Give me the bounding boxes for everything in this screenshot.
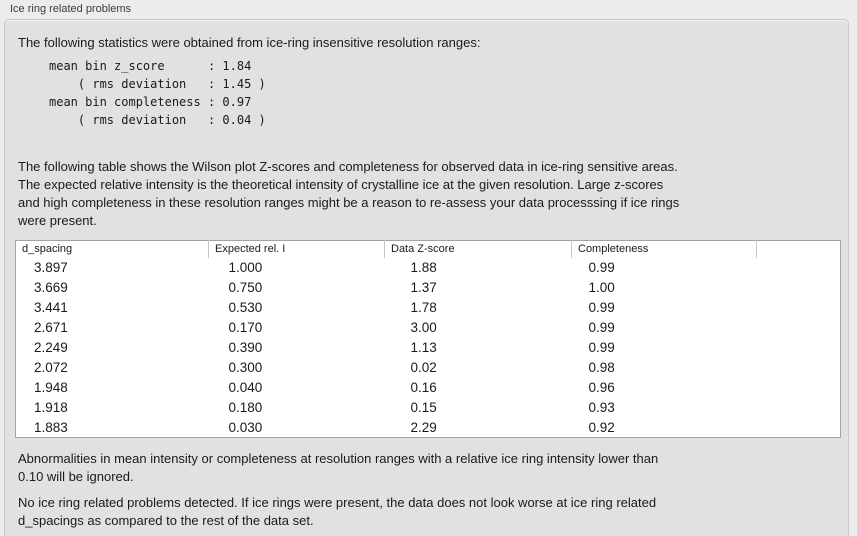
cell-expected-rel-i: 1.000 [228, 260, 263, 275]
stats-block: mean bin z_score : 1.84 ( rms deviation … [49, 59, 266, 127]
column-header-data-z-score[interactable]: Data Z-score [384, 240, 572, 258]
cell-expected-rel-i: 0.030 [228, 419, 263, 435]
cell-empty [757, 418, 841, 438]
cell-expected-rel-i: 0.390 [228, 340, 263, 355]
cell-data-z-score: 1.88 [410, 260, 437, 275]
ice-ring-group-box: The following statistics were obtained f… [4, 19, 849, 536]
cell-completeness: 0.96 [588, 380, 615, 395]
column-header-completeness[interactable]: Completeness [571, 240, 757, 258]
cell-expected-rel-i: 0.180 [228, 400, 263, 415]
cell-empty [757, 338, 841, 358]
cell-d-spacing: 1.918 [34, 400, 68, 415]
cell-data-z-score: 0.02 [410, 360, 437, 375]
cell-completeness: 0.99 [588, 320, 615, 335]
table-row[interactable]: 1.883 0.030 2.29 0.92 [16, 418, 841, 438]
column-header-d-spacing[interactable]: d_spacing [22, 243, 73, 256]
table-row[interactable]: 1.948 0.040 0.16 0.96 [16, 378, 841, 398]
cell-completeness: 1.00 [588, 280, 615, 295]
column-header-empty[interactable] [756, 240, 841, 258]
cell-empty [757, 378, 841, 398]
note-conclusion: No ice ring related problems detected. I… [18, 495, 657, 528]
cell-data-z-score: 0.16 [410, 380, 437, 395]
cell-empty [757, 358, 841, 378]
cell-empty [757, 398, 841, 418]
cell-completeness: 0.98 [588, 360, 615, 375]
cell-expected-rel-i: 0.170 [228, 320, 263, 335]
table-header-row: d_spacing Expected rel. I Data Z-score C… [16, 240, 841, 258]
cell-empty [757, 318, 841, 338]
panel-title: Ice ring related problems [10, 3, 132, 15]
cell-completeness: 0.99 [588, 340, 615, 355]
table-row[interactable]: 3.441 0.530 1.78 0.99 [16, 298, 841, 318]
cell-expected-rel-i: 0.300 [228, 360, 263, 375]
cell-empty [757, 278, 841, 298]
cell-d-spacing: 3.441 [34, 300, 68, 315]
note-ignore-rule: Abnormalities in mean intensity or compl… [18, 451, 659, 484]
cell-expected-rel-i: 0.750 [228, 280, 263, 295]
intro-paragraph: The following statistics were obtained f… [18, 35, 481, 50]
cell-completeness: 0.93 [588, 400, 615, 415]
table-row[interactable]: 2.671 0.170 3.00 0.99 [16, 318, 841, 338]
table-description: The following table shows the Wilson plo… [18, 159, 680, 228]
cell-data-z-score: 1.13 [410, 340, 437, 355]
cell-expected-rel-i: 0.530 [228, 300, 263, 315]
table-row[interactable]: 3.897 1.000 1.88 0.99 [16, 258, 841, 278]
cell-d-spacing: 1.883 [34, 419, 68, 435]
cell-d-spacing: 1.948 [34, 380, 68, 395]
cell-d-spacing: 3.897 [34, 260, 68, 275]
ice-ring-table: d_spacing Expected rel. I Data Z-score C… [15, 240, 841, 438]
cell-data-z-score: 0.15 [410, 400, 437, 415]
table-row[interactable]: 1.918 0.180 0.15 0.93 [16, 398, 841, 418]
cell-empty [757, 258, 841, 278]
cell-d-spacing: 2.072 [34, 360, 68, 375]
table-row[interactable]: 2.072 0.300 0.02 0.98 [16, 358, 841, 378]
cell-d-spacing: 2.671 [34, 320, 68, 335]
cell-d-spacing: 3.669 [34, 280, 68, 295]
column-header-expected-rel-i[interactable]: Expected rel. I [208, 240, 385, 258]
cell-completeness: 0.99 [588, 260, 615, 275]
cell-data-z-score: 1.78 [410, 300, 437, 315]
table-row[interactable]: 3.669 0.750 1.37 1.00 [16, 278, 841, 298]
cell-d-spacing: 2.249 [34, 340, 68, 355]
cell-empty [757, 298, 841, 318]
cell-completeness: 0.99 [588, 300, 615, 315]
cell-data-z-score: 2.29 [410, 419, 437, 435]
cell-data-z-score: 1.37 [410, 280, 437, 295]
cell-expected-rel-i: 0.040 [228, 380, 263, 395]
cell-data-z-score: 3.00 [410, 320, 437, 335]
cell-completeness: 0.92 [588, 419, 615, 435]
table-row[interactable]: 2.249 0.390 1.13 0.99 [16, 338, 841, 358]
